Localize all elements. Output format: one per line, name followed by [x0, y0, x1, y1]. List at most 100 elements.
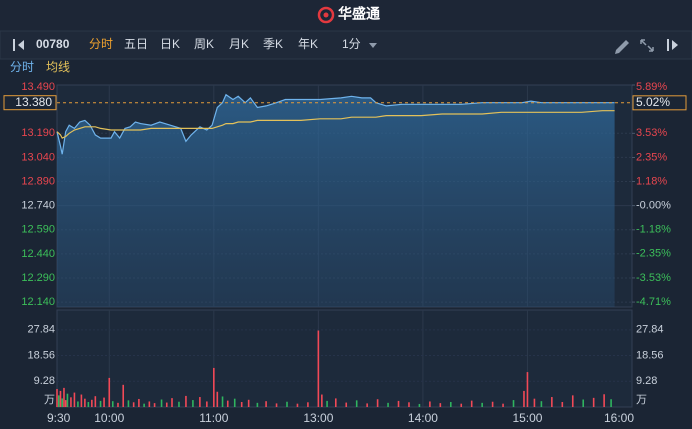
- y-tick-label: 13.040: [21, 151, 55, 163]
- app-title: 华盛通: [338, 6, 380, 22]
- y2-tick-label: 9.28: [636, 375, 657, 387]
- volume-panel: [56, 309, 633, 408]
- fullscreen-icon[interactable]: [640, 39, 654, 52]
- volume-bar: [111, 401, 114, 407]
- volume-bar: [449, 402, 452, 407]
- volume-bar: [502, 403, 504, 407]
- y-tick-label: 13.490: [21, 81, 55, 93]
- volume-bar: [387, 402, 389, 407]
- y-tick-label: 12.140: [21, 296, 55, 308]
- volume-bar: [138, 398, 140, 407]
- volume-bar: [345, 402, 348, 407]
- dropdown-arrow[interactable]: [369, 43, 377, 48]
- volume-bar: [540, 401, 543, 407]
- y-tick-label: 13.190: [21, 127, 55, 139]
- interval-select[interactable]: 1分: [342, 37, 361, 51]
- volume-bar: [178, 401, 180, 407]
- volume-bar: [94, 396, 97, 407]
- volume-bar: [355, 400, 358, 407]
- y2-tick-label: -2.35%: [636, 248, 671, 260]
- tab[interactable]: 分时: [89, 37, 113, 51]
- tab[interactable]: 月K: [229, 37, 249, 51]
- volume-bar: [87, 402, 90, 407]
- volume-unit: 万: [44, 394, 55, 406]
- y-tick-label: 12.440: [21, 248, 55, 260]
- volume-bar: [91, 399, 93, 407]
- x-tick-label: 10:00: [94, 411, 124, 425]
- volume-bar: [265, 401, 267, 407]
- header-bar: [0, 0, 692, 30]
- volume-bar: [165, 402, 168, 407]
- volume-bar: [213, 367, 215, 407]
- y2-tick-label: -3.53%: [636, 272, 671, 284]
- draw-icon[interactable]: [615, 40, 629, 54]
- volume-bar: [296, 403, 299, 407]
- volume-bar: [610, 399, 612, 407]
- y-tick-label: 18.56: [27, 349, 55, 361]
- y2-tick-label: -0.00%: [636, 200, 671, 212]
- legend-entry[interactable]: 分时: [10, 60, 34, 74]
- volume-bar: [206, 401, 208, 407]
- volume-bar: [408, 402, 410, 407]
- y-tick-label: 12.890: [21, 175, 55, 187]
- y2-tick-label: 18.56: [636, 349, 664, 361]
- volume-bar: [491, 401, 494, 407]
- volume-bar: [132, 402, 135, 407]
- x-tick-label: 16:00: [604, 411, 634, 425]
- y2-tick-label: 5.89%: [636, 81, 667, 93]
- volume-bar: [429, 401, 431, 407]
- volume-bar: [148, 401, 151, 407]
- last-change-box: [632, 95, 687, 111]
- volume-bar: [153, 403, 156, 407]
- x-tick-label: 15:00: [512, 411, 542, 425]
- volume-bar: [99, 400, 102, 407]
- volume-bar: [199, 397, 201, 407]
- volume-bar: [582, 399, 585, 407]
- y2-tick-label: 2.35%: [636, 151, 667, 163]
- volume-bar: [160, 399, 163, 407]
- volume-bar: [592, 397, 595, 407]
- x-tick-label: 9:30: [47, 411, 71, 425]
- volume-bar: [221, 396, 224, 407]
- volume-bar: [61, 398, 64, 407]
- collapse-icon[interactable]: [13, 39, 24, 51]
- volume-bar: [226, 400, 229, 407]
- split-icon[interactable]: [667, 39, 678, 51]
- volume-bar: [84, 398, 86, 407]
- tab[interactable]: 季K: [263, 37, 283, 51]
- stock-code: 00780: [36, 37, 70, 51]
- volume-bar: [103, 397, 105, 407]
- volume-bar: [526, 372, 529, 407]
- x-tick-label: 14:00: [408, 411, 438, 425]
- volume-bar: [512, 400, 515, 407]
- series-line: [56, 93, 615, 155]
- volume-bar: [117, 402, 119, 407]
- volume-bar: [334, 398, 337, 407]
- volume-bar: [571, 395, 574, 407]
- last-price-box: [3, 95, 57, 111]
- volume-bar: [80, 394, 83, 407]
- volume-bar: [317, 330, 320, 407]
- volume-bar: [561, 402, 564, 407]
- volume-bar: [397, 400, 400, 407]
- volume-bar: [185, 395, 187, 407]
- volume-bar: [63, 387, 65, 407]
- y2-tick-label: 27.84: [636, 324, 664, 336]
- tab[interactable]: 五日: [124, 37, 148, 51]
- last-price-label: 13.380: [15, 95, 52, 109]
- tab[interactable]: 周K: [194, 37, 214, 51]
- legend-entry[interactable]: 均线: [46, 60, 70, 74]
- tab[interactable]: 日K: [160, 37, 180, 51]
- volume-bar: [418, 403, 421, 407]
- volume-bar: [603, 394, 605, 407]
- tab[interactable]: 年K: [298, 37, 318, 51]
- volume-bar: [286, 401, 288, 407]
- price-area: [57, 94, 615, 307]
- volume-bar: [216, 391, 219, 407]
- y-tick-label: 12.290: [21, 272, 55, 284]
- volume-bar: [533, 398, 536, 407]
- y2-tick-label: -1.18%: [636, 224, 671, 236]
- y2-tick-label: -4.71%: [636, 296, 671, 308]
- volume-bar: [233, 398, 236, 407]
